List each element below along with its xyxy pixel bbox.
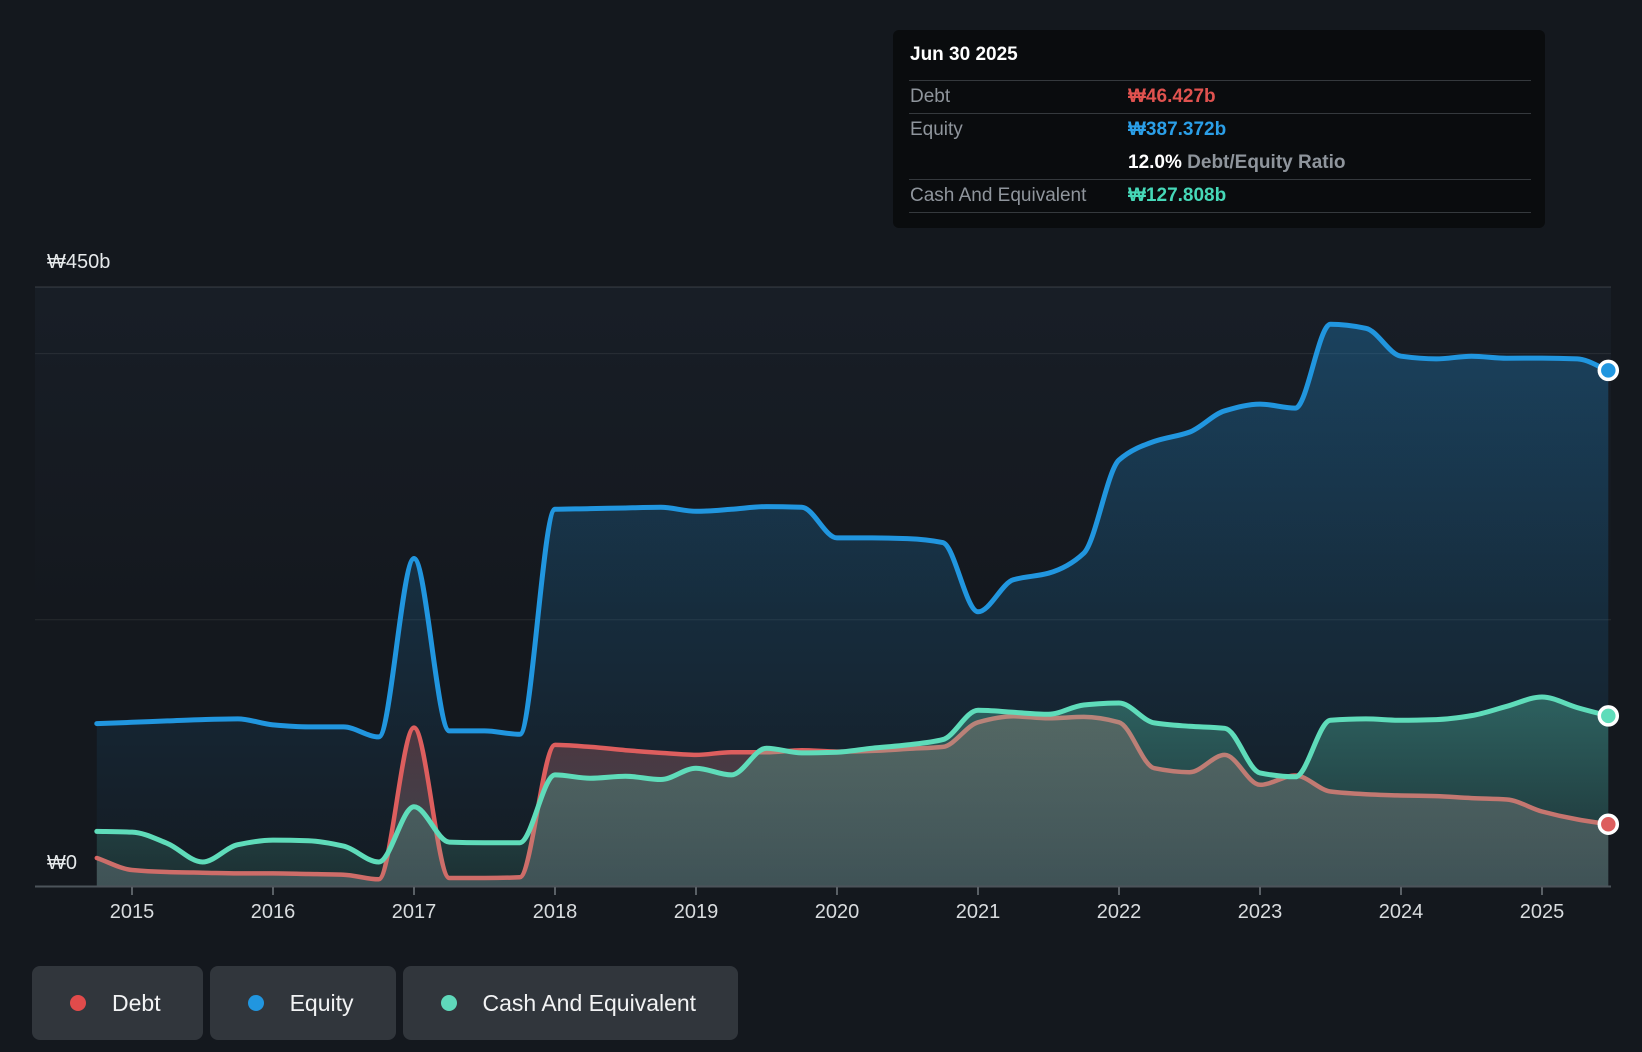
legend-label: Cash And Equivalent <box>482 989 697 1016</box>
x-axis-label: 2023 <box>1238 901 1283 923</box>
tooltip-ratio-label: Debt/Equity Ratio <box>1187 152 1346 173</box>
equity-line <box>94 321 1611 740</box>
x-axis-label: 2016 <box>251 901 296 923</box>
tooltip-date: Jun 30 2025 <box>910 44 1018 65</box>
debt-dot-icon <box>70 995 86 1011</box>
tooltip-debt-value: ₩46.427b <box>1128 86 1216 107</box>
tooltip-equity-value: ₩387.372b <box>1128 119 1227 140</box>
tooltip-equity-label: Equity <box>910 119 963 140</box>
cash-and-equivalent-area <box>96 697 1609 887</box>
x-axis-label: 2025 <box>1520 901 1565 923</box>
tooltip-debt-label: Debt <box>910 86 951 107</box>
cash-dot-icon <box>440 995 457 1011</box>
x-axis-label: 2020 <box>815 901 860 923</box>
tooltip-ratio-value: 12.0% <box>1128 152 1182 173</box>
tooltip-cash-value: ₩127.808b <box>1128 185 1227 206</box>
legend-label: Equity <box>289 989 354 1016</box>
tooltip-divider <box>909 113 1531 114</box>
equity-end-marker <box>1597 359 1620 382</box>
debt-end-marker <box>1597 813 1620 835</box>
legend-button-equity[interactable]: Equity <box>209 966 396 1040</box>
x-axis-label: 2018 <box>533 901 578 923</box>
x-axis-label: 2019 <box>674 901 719 923</box>
cash-and-equivalent-line <box>94 694 1611 865</box>
x-axis-label: 2021 <box>956 901 1001 923</box>
equity-dot-icon <box>247 995 264 1011</box>
tooltip-divider <box>909 179 1531 180</box>
x-axis-label: 2022 <box>1097 901 1142 923</box>
y-axis-label-0: ₩0 <box>47 852 77 874</box>
legend-button-cash[interactable]: Cash And Equivalent <box>402 966 739 1040</box>
tooltip-divider <box>909 212 1531 213</box>
x-axis-label: 2024 <box>1379 901 1424 923</box>
legend: Debt Equity Cash And Equivalent <box>32 966 739 1040</box>
x-axis-label: 2015 <box>110 901 155 923</box>
y-axis-label-450b: ₩450b <box>47 251 110 273</box>
legend-label: Debt <box>112 989 161 1016</box>
tooltip-ratio-row: 12.0% Debt/Equity Ratio <box>1128 146 1346 179</box>
tooltip-cash-label: Cash And Equivalent <box>910 185 1087 206</box>
cash-and-equivalent-end-marker <box>1597 705 1620 727</box>
chart-tooltip: Jun 30 2025 Debt ₩46.427b Equity ₩387.37… <box>893 30 1545 228</box>
x-axis-label: 2017 <box>392 901 437 923</box>
tooltip-divider <box>909 80 1531 81</box>
legend-button-debt[interactable]: Debt <box>32 966 203 1040</box>
